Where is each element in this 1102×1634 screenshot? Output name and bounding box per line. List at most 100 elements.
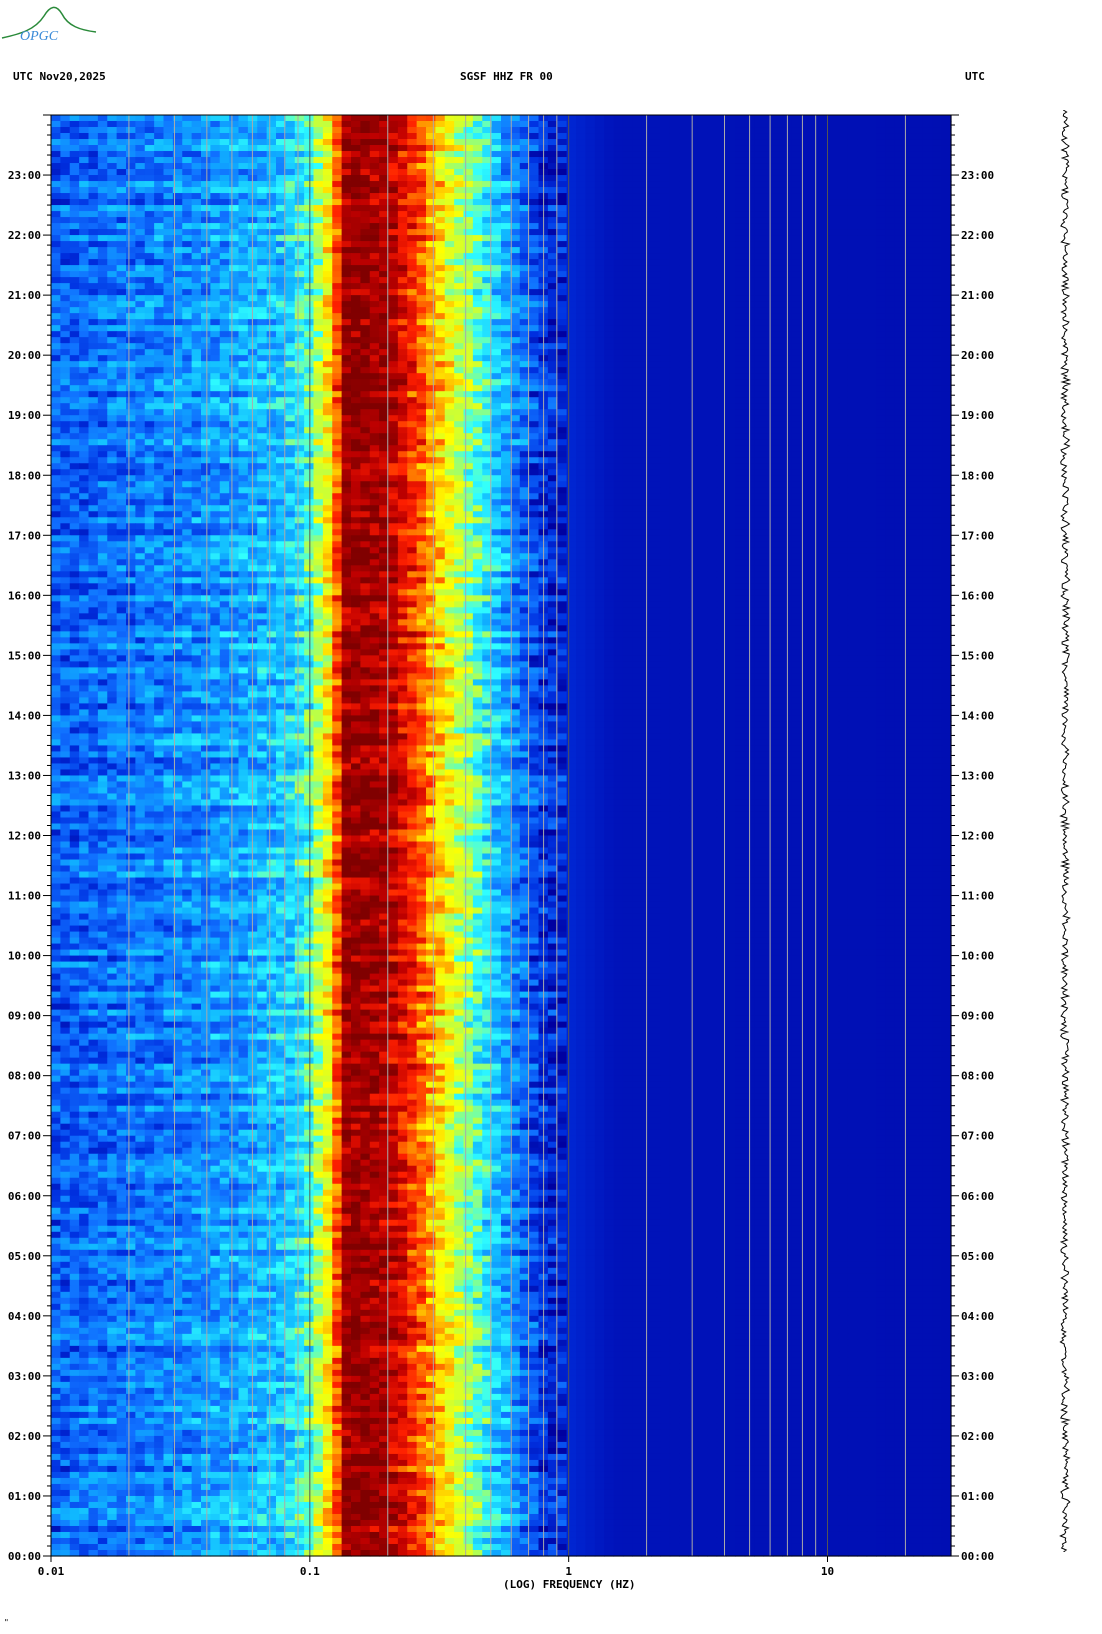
heatmap-cell [651, 409, 661, 416]
heatmap-cell [594, 229, 605, 236]
heatmap-cell [463, 187, 474, 194]
heatmap-cell [135, 349, 146, 356]
heatmap-cell [604, 235, 615, 242]
heatmap-cell [322, 127, 333, 134]
heatmap-cell [651, 175, 661, 182]
heatmap-cell [51, 307, 61, 314]
heatmap-cell [88, 229, 99, 236]
heatmap-cell [632, 121, 643, 128]
heatmap-cell [829, 313, 840, 320]
heatmap-cell [229, 265, 240, 272]
heatmap-cell [819, 187, 830, 194]
heatmap-cell [210, 259, 221, 266]
heatmap-cell [294, 253, 305, 260]
heatmap-cell [829, 391, 840, 398]
heatmap-cell [866, 217, 877, 224]
heatmap-cell [276, 223, 286, 230]
heatmap-cell [932, 361, 943, 368]
heatmap-cell [341, 331, 352, 338]
heatmap-cell [416, 367, 427, 374]
heatmap-cell [322, 391, 333, 398]
heatmap-cell [88, 355, 99, 362]
heatmap-cell [669, 253, 680, 260]
heatmap-cell [416, 421, 427, 428]
heatmap-cell [885, 295, 896, 302]
heatmap-cell [397, 151, 408, 158]
heatmap-cell [116, 259, 127, 266]
heatmap-cell [463, 229, 474, 236]
heatmap-cell [754, 301, 765, 308]
heatmap-cell [379, 205, 390, 212]
heatmap-cell [163, 229, 174, 236]
heatmap-cell [88, 331, 99, 338]
heatmap-cell [210, 187, 221, 194]
heatmap-cell [735, 373, 746, 380]
heatmap-cell [604, 265, 615, 272]
heatmap-cell [388, 409, 399, 416]
heatmap-cell [210, 361, 221, 368]
heatmap-cell [557, 187, 568, 194]
heatmap-cell [229, 355, 240, 362]
heatmap-cell [669, 319, 680, 326]
heatmap-cell [510, 259, 521, 266]
heatmap-cell [876, 391, 886, 398]
heatmap-cell [754, 187, 765, 194]
heatmap-cell [576, 139, 586, 146]
heatmap-cell [341, 127, 352, 134]
heatmap-cell [801, 139, 811, 146]
heatmap-cell [332, 325, 343, 332]
heatmap-cell [491, 175, 502, 182]
heatmap-cell [735, 229, 746, 236]
heatmap-cell [454, 343, 465, 350]
heatmap-cell [107, 157, 118, 164]
heatmap-cell [154, 241, 165, 248]
heatmap-cell [735, 235, 746, 242]
heatmap-cell [557, 127, 568, 134]
heatmap-cell [116, 133, 127, 140]
heatmap-cell [435, 259, 446, 266]
heatmap-cell [388, 337, 399, 344]
heatmap-cell [726, 391, 736, 398]
heatmap-cell [866, 421, 877, 428]
heatmap-cell [229, 145, 240, 152]
heatmap-cell [847, 205, 858, 212]
heatmap-cell [491, 289, 502, 296]
heatmap-cell [463, 253, 474, 260]
heatmap-cell [463, 283, 474, 290]
heatmap-cell [904, 235, 915, 242]
heatmap-cell [501, 283, 511, 290]
heatmap-cell [622, 151, 633, 158]
heatmap-cell [126, 205, 136, 212]
heatmap-cell [191, 187, 202, 194]
heatmap-cell [79, 319, 90, 326]
heatmap-cell [210, 325, 221, 332]
heatmap-cell [885, 391, 896, 398]
heatmap-cell [482, 289, 493, 296]
heatmap-cell [397, 211, 408, 218]
heatmap-cell [135, 343, 146, 350]
heatmap-cell [116, 379, 127, 386]
heatmap-cell [135, 229, 146, 236]
heatmap-cell [679, 169, 690, 176]
heatmap-cell [594, 283, 605, 290]
heatmap-cell [313, 331, 324, 338]
heatmap-cell [594, 163, 605, 170]
heatmap-cell [857, 139, 868, 146]
heatmap-cell [763, 151, 774, 158]
heatmap-cell [491, 325, 502, 332]
heatmap-cell [791, 349, 802, 356]
heatmap-cell [397, 247, 408, 254]
heatmap-cell [632, 175, 643, 182]
heatmap-cell [838, 265, 849, 272]
heatmap-cell [632, 199, 643, 206]
heatmap-cell [726, 343, 736, 350]
heatmap-cell [238, 181, 249, 188]
heatmap-cell [294, 397, 305, 404]
heatmap-cell [669, 367, 680, 374]
heatmap-cell [79, 349, 90, 356]
heatmap-cell [857, 211, 868, 218]
heatmap-cell [922, 289, 933, 296]
heatmap-cell [60, 355, 71, 362]
heatmap-cell [735, 163, 746, 170]
heatmap-cell [735, 205, 746, 212]
